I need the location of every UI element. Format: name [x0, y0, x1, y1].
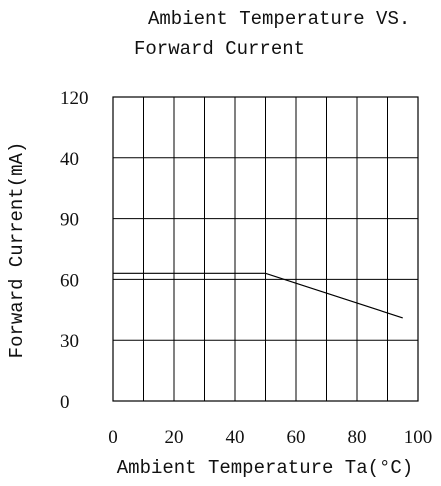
- y-tick-label: 40: [60, 149, 79, 170]
- y-tick-label: 90: [60, 210, 79, 231]
- y-axis-label: Forward Current(mA): [6, 142, 28, 359]
- x-tick-label: 100: [404, 427, 433, 448]
- x-axis-label: Ambient Temperature Ta(°C): [117, 457, 413, 479]
- y-tick-label: 60: [60, 270, 79, 291]
- y-tick-label: 120: [60, 88, 89, 109]
- data-line: [113, 272, 403, 319]
- x-tick-label: 80: [348, 427, 367, 448]
- x-tick-label: 60: [287, 427, 306, 448]
- x-tick-label: 20: [165, 427, 184, 448]
- x-tick-label: 0: [108, 427, 118, 448]
- chart-subtitle: Forward Current: [134, 38, 305, 60]
- x-tick-label: 40: [226, 427, 245, 448]
- chart-title: Ambient Temperature VS.: [148, 8, 410, 30]
- y-tick-label: 0: [60, 392, 70, 413]
- y-tick-label: 30: [60, 331, 79, 352]
